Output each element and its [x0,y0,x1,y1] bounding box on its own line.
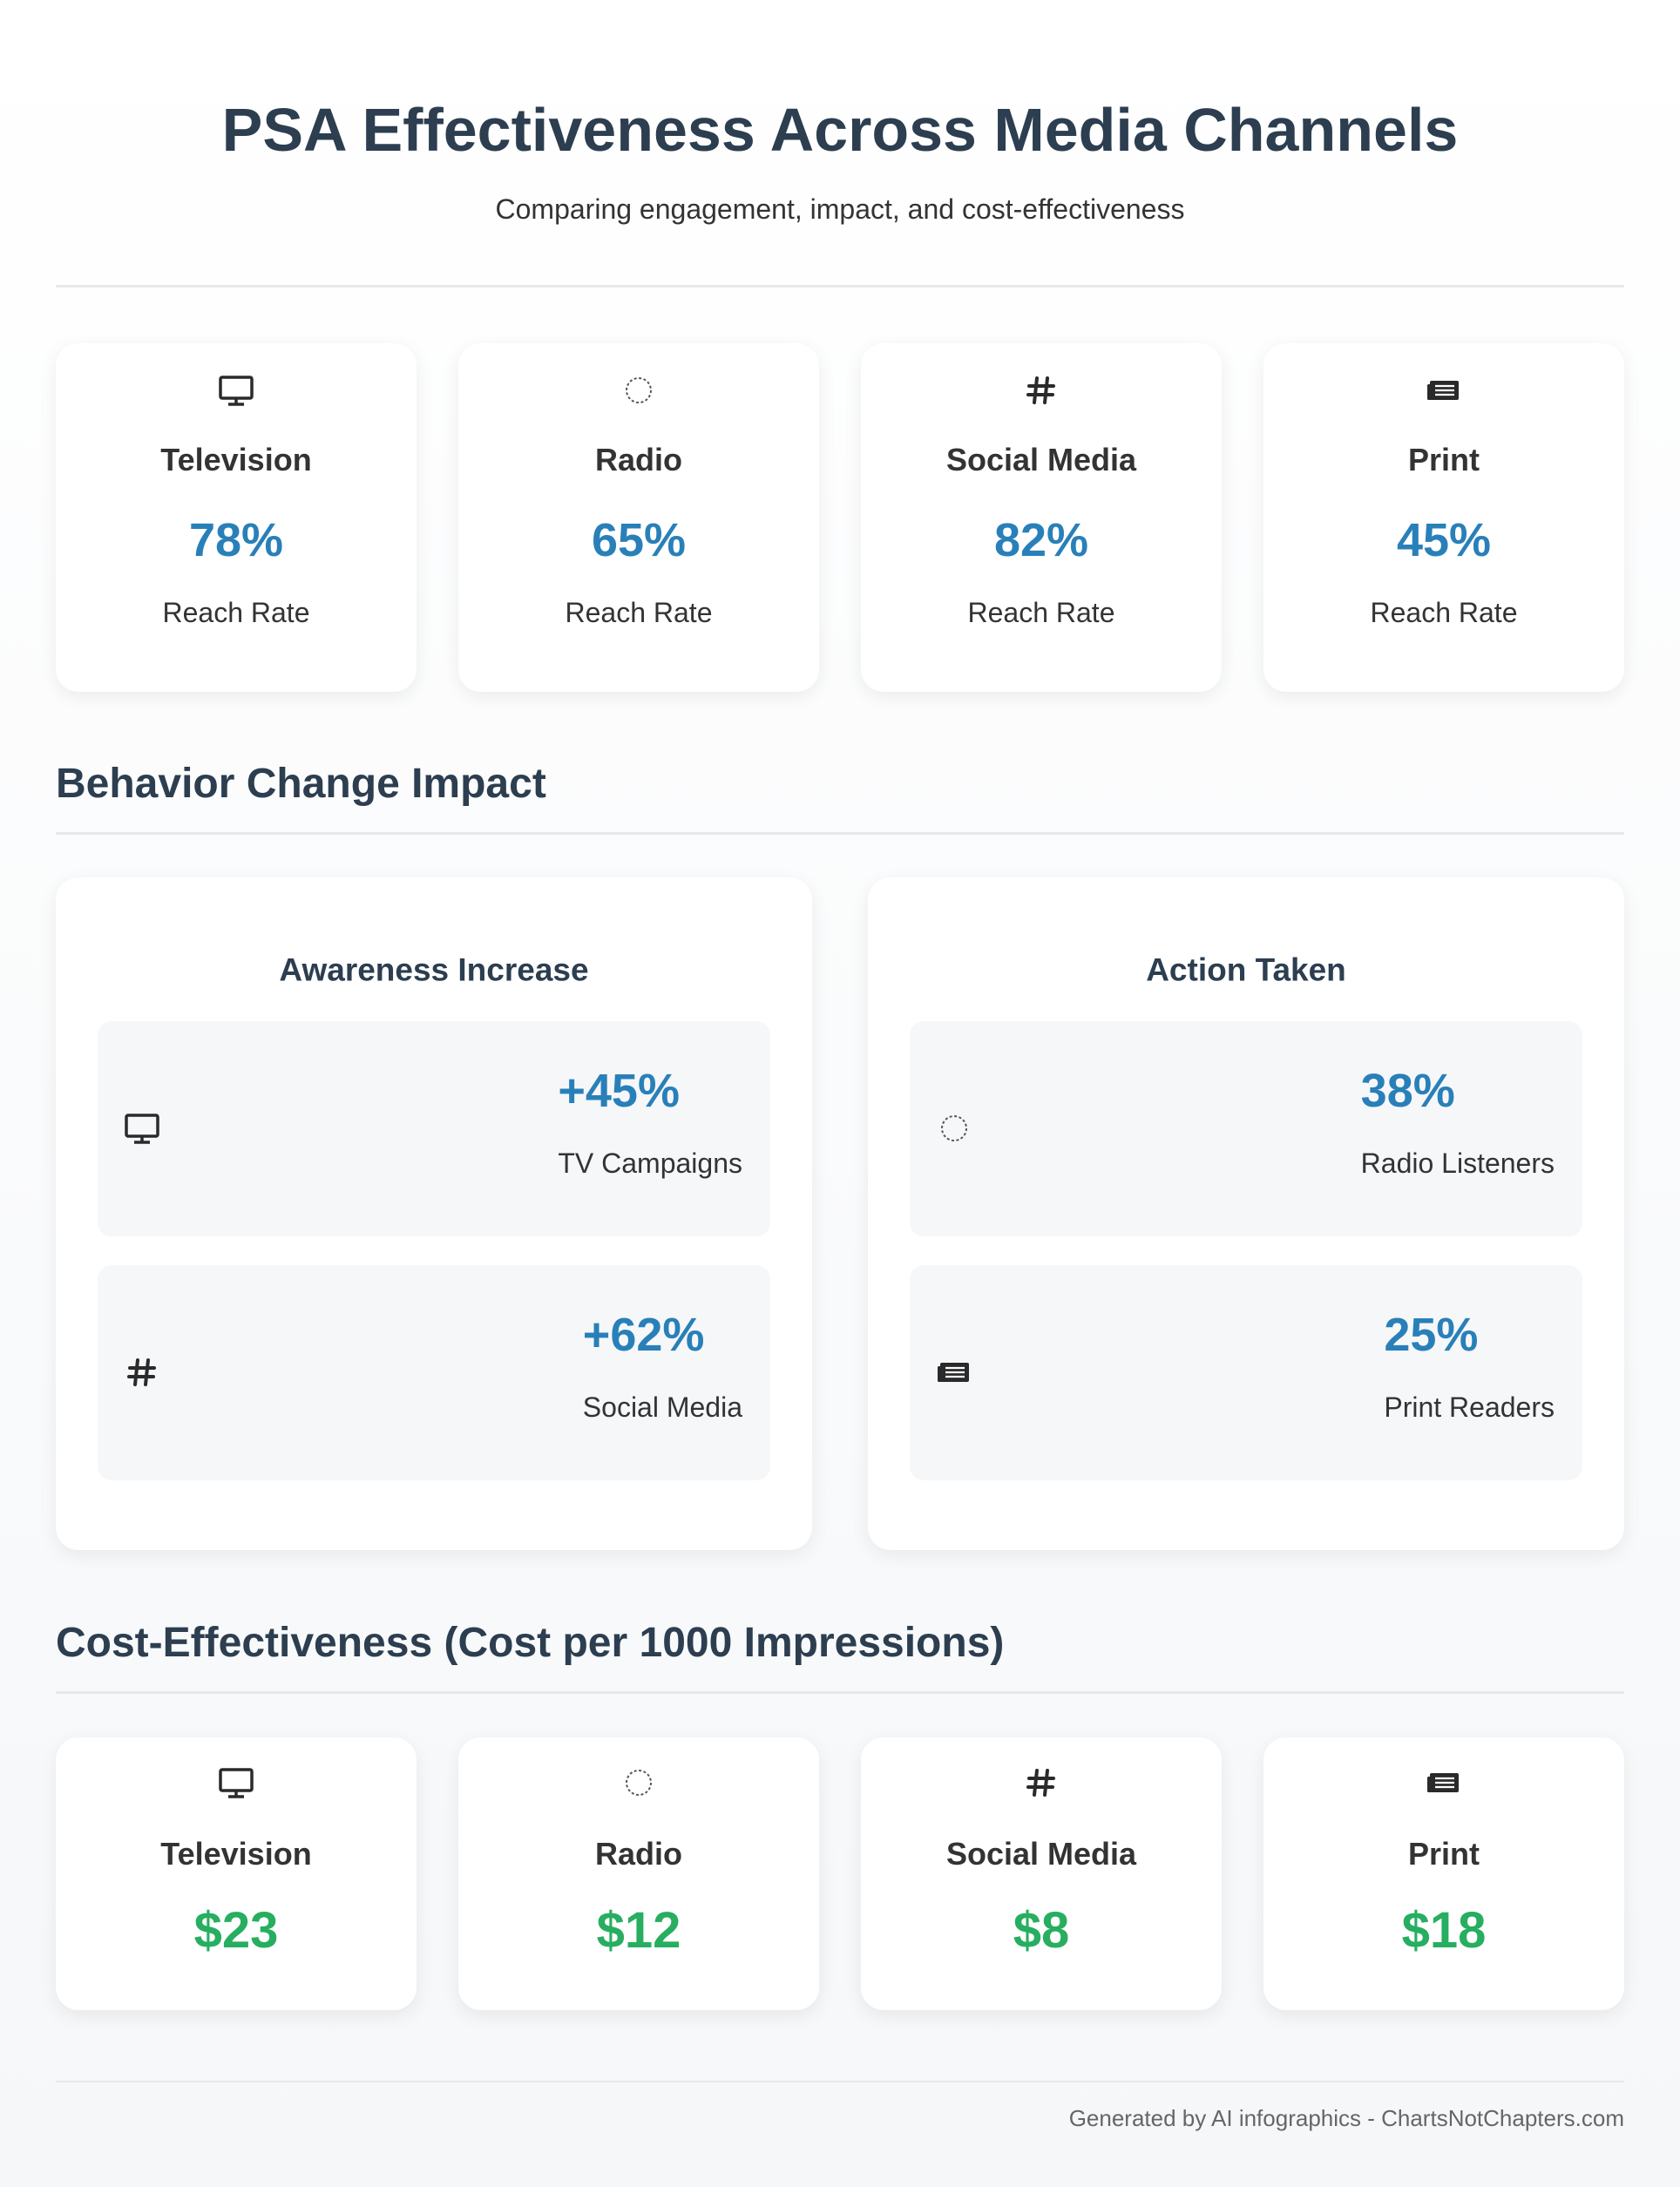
cost-card: Social Media $8 [861,1737,1222,2010]
reach-label: Reach Rate [967,597,1115,628]
icon [125,1114,159,1144]
impact-value: 25% [1384,1309,1479,1361]
channel-name: Radio [594,442,682,477]
icon [219,376,254,406]
panel-title: Awareness Increase [279,951,589,988]
reach-value: 82% [993,514,1089,566]
reach-card: Radio 65% Reach Rate [458,343,819,692]
reach-value: 78% [188,514,284,566]
cost-value: $18 [1401,1902,1487,1959]
icon [1427,1773,1459,1792]
icon [127,1358,156,1386]
section-title: Behavior Change Impact [56,761,546,807]
section-title: Cost-Effectiveness (Cost per 1000 Impres… [56,1620,1005,1666]
reach-value: 45% [1396,514,1492,566]
cost-value: $12 [596,1902,681,1959]
channel-name: Social Media [945,442,1137,477]
impact-item: +45% TV Campaigns [98,1021,770,1236]
icon [1026,1769,1055,1797]
reach-card: Print 45% Reach Rate [1263,343,1624,692]
reach-card: Social Media 82% Reach Rate [861,343,1222,692]
channel-name: Radio [594,1836,682,1872]
channel-name: Television [160,1836,312,1872]
impact-panel: Awareness Increase +45% TV Campaigns +62% So… [56,877,812,1550]
divider [56,285,1624,288]
icon [219,1768,254,1798]
icon [938,1363,969,1382]
impact-label: Social Media [582,1391,742,1423]
impact-text: 25% Print Readers [1384,1265,1555,1480]
reach-label: Reach Rate [162,597,310,628]
divider [56,832,1624,835]
cost-value: $23 [193,1902,279,1959]
impact-text: +62% Social Media [583,1265,742,1480]
reach-label: Reach Rate [565,597,713,628]
cost-value: $8 [1013,1902,1070,1959]
reach-card: Television 78% Reach Rate [56,343,417,692]
impact-label: Radio Listeners [1360,1148,1555,1179]
icon [941,1115,967,1141]
channel-name: Social Media [945,1836,1137,1872]
impact-item: 38% Radio Listeners [910,1021,1582,1236]
impact-panel: Action Taken 38% Radio Listeners 25% Print R… [868,877,1624,1550]
cost-card: Radio $12 [458,1737,819,2010]
channel-name: Print [1407,1836,1480,1872]
cost-card: Television $23 [56,1737,417,2010]
impact-item: 25% Print Readers [910,1265,1582,1480]
impact-label: Print Readers [1384,1391,1555,1423]
subtitle: Comparing engagement, impact, and cost-e… [495,193,1185,225]
divider [56,2081,1624,2082]
reach-label: Reach Rate [1370,597,1518,628]
cost-card: Print $18 [1263,1737,1624,2010]
icon [626,1770,652,1796]
divider [56,1691,1624,1694]
impact-text: 38% Radio Listeners [1361,1021,1555,1236]
channel-name: Television [160,442,312,477]
reach-value: 65% [591,514,687,566]
impact-value: +62% [582,1309,705,1361]
impact-text: +45% TV Campaigns [558,1021,742,1236]
impact-value: 38% [1360,1065,1455,1117]
panel-title: Action Taken [1146,951,1346,988]
impact-label: TV Campaigns [558,1148,742,1179]
icon [1026,376,1055,404]
icon [1427,381,1459,400]
footer: Generated by AI infographics - ChartsNot… [1068,2105,1624,2131]
channel-name: Print [1407,442,1480,477]
impact-item: +62% Social Media [98,1265,770,1480]
title: PSA Effectiveness Across Media Channels [221,96,1459,164]
icon [626,377,652,403]
impact-value: +45% [558,1065,680,1117]
